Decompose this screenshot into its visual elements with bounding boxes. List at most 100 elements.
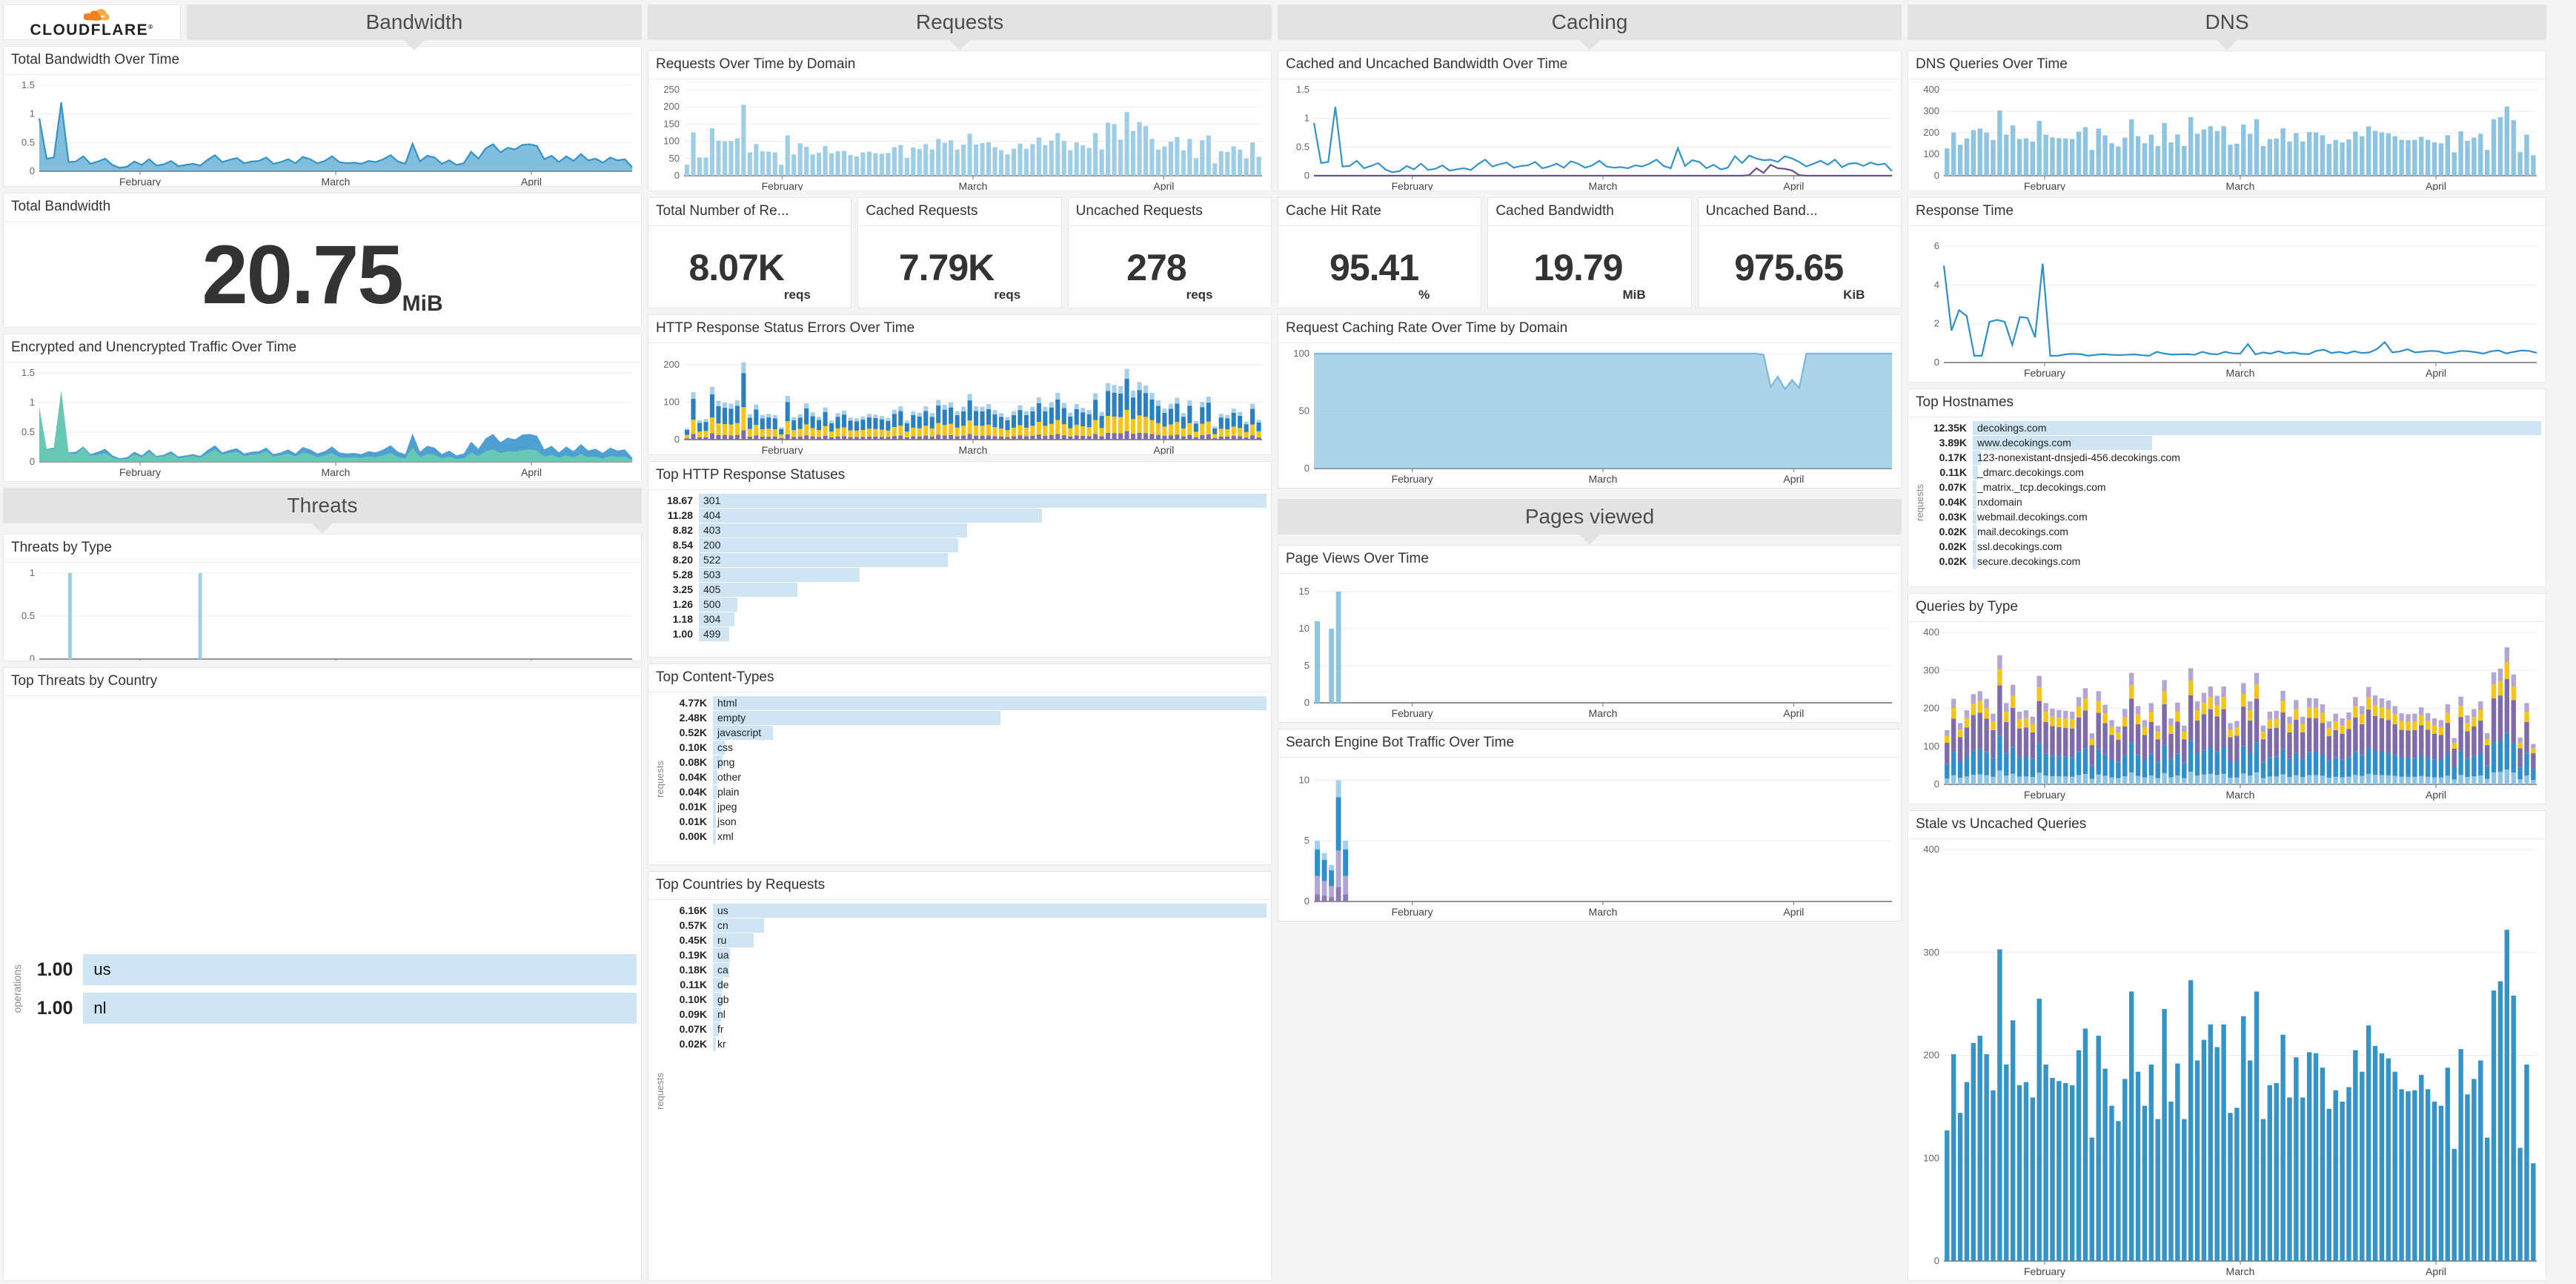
svg-text:100: 100 [663, 136, 680, 147]
chart-requests-over-time[interactable]: 0 50 100 150 200 250 February March April [653, 82, 1267, 191]
list-item-bar-fill [713, 829, 717, 844]
list-item[interactable]: 8.54 200 [653, 537, 1267, 552]
panel-uncached-requests: Uncached Requests 278 reqs [1067, 197, 1272, 308]
list-item[interactable]: 0.18K ca [667, 962, 1267, 977]
list-item[interactable]: 8.20 522 [653, 552, 1267, 567]
chart-queries-by-type[interactable]: 0 100 200 300 400 February March April [1913, 625, 2541, 802]
list-item[interactable]: 0.17K 123-nonexistant-dnsjedi-456.decokin… [1927, 450, 2541, 465]
list-item[interactable]: 4.77K html [667, 695, 1267, 710]
list-item-label: www.decokings.com [1977, 436, 2071, 449]
list-item[interactable]: 0.07K fr [667, 1022, 1267, 1036]
list-item[interactable]: 11.28 404 [653, 508, 1267, 523]
section-header-caching[interactable]: Caching [1278, 4, 1902, 50]
svg-text:0: 0 [30, 165, 35, 176]
list-item[interactable]: 0.01K json [667, 814, 1267, 829]
section-header-threats[interactable]: Threats [3, 488, 642, 534]
list-item-value: 0.01K [679, 815, 707, 827]
chart-cached-uncached-bandwidth[interactable]: 0 0.5 1 1.5 February March April [1283, 82, 1896, 191]
list-item[interactable]: 6.16K us [667, 903, 1267, 918]
list-item[interactable]: 0.01K jpeg [667, 799, 1267, 814]
list-item[interactable]: 0.00K xml [667, 829, 1267, 844]
list-item[interactable]: 3.25 405 [653, 582, 1267, 597]
chart-search-engine-bot-traffic[interactable]: 0 5 10 February March April [1283, 761, 1896, 919]
list-item[interactable]: 0.08K png [667, 755, 1267, 770]
panel-dns-queries-over-time: DNS Queries Over Time 0 100 200 300 400 Febru… [1908, 50, 2546, 191]
chart-request-caching-rate[interactable]: 0 50 100 February March April [1283, 346, 1896, 486]
section-header-bandwidth[interactable]: Bandwidth [187, 4, 642, 50]
list-item-bar: webmail.decokings.com [1973, 509, 2541, 524]
list-item[interactable]: 0.10K css [667, 740, 1267, 755]
chart-total-bandwidth-over-time[interactable]: 0 0.5 1 1.5 February March April [8, 78, 637, 187]
list-item[interactable]: 0.02K ssl.decokings.com [1927, 539, 2541, 554]
panel-title: Request Caching Rate Over Time by Domain [1278, 315, 1901, 343]
list-item-bar: empty [713, 710, 1267, 725]
list-item[interactable]: 0.11K de [667, 977, 1267, 992]
list-item-bar: other [713, 770, 1267, 784]
panel-title: Requests Over Time by Domain [648, 51, 1271, 79]
list-item[interactable]: 0.03K webmail.decokings.com [1927, 509, 2541, 524]
list-item-label: jpeg [717, 800, 737, 813]
list-item[interactable]: 0.02K mail.decokings.com [1927, 524, 2541, 539]
list-item[interactable]: 18.67 301 [653, 493, 1267, 508]
chart-stale-vs-uncached-queries[interactable]: 0 100 200 300 400 February March April [1913, 842, 2541, 1279]
section-header-pages-viewed[interactable]: Pages viewed [1278, 499, 1902, 545]
list-item-label: ca [717, 963, 728, 976]
list-item[interactable]: 1.00 nl [26, 993, 637, 1024]
list-item[interactable]: 1.00 us [26, 954, 637, 985]
list-item-bar: 522 [699, 552, 1267, 567]
list-item-bar-fill [713, 770, 718, 784]
list-item[interactable]: 0.11K _dmarc.decokings.com [1927, 465, 2541, 480]
list-item[interactable]: 0.45K ru [667, 933, 1267, 947]
list-item-value: 8.54 [672, 539, 693, 551]
chart-response-time[interactable]: 0 2 4 6 February March April [1913, 229, 2541, 380]
list-item-label: 200 [703, 538, 721, 551]
chart-threats-by-type[interactable]: 00.51FebruaryMarchApril [8, 566, 637, 661]
list-item-bar: fr [713, 1022, 1267, 1036]
panel-title: Total Bandwidth Over Time [4, 47, 641, 75]
chart-encrypted-unencrypted-traffic[interactable]: 0 0.5 1 1.5 February March April [8, 365, 637, 480]
list-item[interactable]: 8.82 403 [653, 523, 1267, 537]
list-item[interactable]: 0.52K javascript [667, 725, 1267, 740]
section-header-dns[interactable]: DNS [1908, 4, 2546, 50]
list-item-bar: 503 [699, 567, 1267, 582]
list-item-value: 0.52K [679, 727, 707, 738]
list-item-bar: 404 [699, 508, 1267, 523]
list-item-label: png [717, 755, 735, 768]
list-item[interactable]: 1.18 304 [653, 612, 1267, 626]
list-item[interactable]: 12.35K decokings.com [1927, 420, 2541, 435]
svg-text:February: February [2024, 180, 2065, 191]
y-axis-label: requests [654, 761, 665, 798]
svg-text:300: 300 [1923, 947, 1939, 958]
chart-dns-queries-over-time[interactable]: 0 100 200 300 400 February March April [1913, 82, 2541, 191]
svg-text:April: April [2426, 789, 2446, 801]
list-item-bar: ssl.decokings.com [1973, 539, 2541, 554]
list-item[interactable]: 0.04K nxdomain [1927, 494, 2541, 509]
list-item[interactable]: 1.26 500 [653, 597, 1267, 612]
stat-unit: % [1418, 288, 1430, 302]
list-item-bar-fill [713, 977, 723, 992]
list-item[interactable]: 5.28 503 [653, 567, 1267, 582]
list-item[interactable]: 0.02K secure.decokings.com [1927, 554, 2541, 569]
chart-http-response-status-errors[interactable]: 0 100 200 February March April [653, 346, 1267, 455]
list-item[interactable]: 1.00 499 [653, 626, 1267, 641]
list-item[interactable]: 0.19K ua [667, 947, 1267, 962]
list-item[interactable]: 3.89K www.decokings.com [1927, 435, 2541, 450]
list-item[interactable]: 0.57K cn [667, 918, 1267, 933]
list-item[interactable]: 2.48K empty [667, 710, 1267, 725]
section-title-dns: DNS [2205, 10, 2249, 33]
list-item[interactable]: 0.09K nl [667, 1007, 1267, 1022]
list-item-value: 0.18K [679, 964, 707, 976]
list-item-bar: nl [713, 1007, 1267, 1022]
list-item-bar-fill [699, 537, 959, 552]
list-item[interactable]: 0.02K kr [667, 1036, 1267, 1051]
chart-page-views-over-time[interactable]: 0 5 10 15 February March April [1283, 577, 1896, 721]
list-item[interactable]: 0.04K other [667, 770, 1267, 784]
panel-top-hostnames: Top Hostnames requests 12.35K decokings.c… [1908, 388, 2546, 587]
list-item[interactable]: 0.10K gb [667, 992, 1267, 1007]
svg-text:0.5: 0.5 [21, 610, 35, 621]
list-item[interactable]: 0.07K _matrix._tcp.decokings.com [1927, 480, 2541, 494]
svg-text:400: 400 [1923, 84, 1939, 95]
list-item[interactable]: 0.04K plain [667, 784, 1267, 799]
y-axis-label: operations [11, 964, 23, 1013]
section-header-requests[interactable]: Requests [648, 4, 1272, 50]
